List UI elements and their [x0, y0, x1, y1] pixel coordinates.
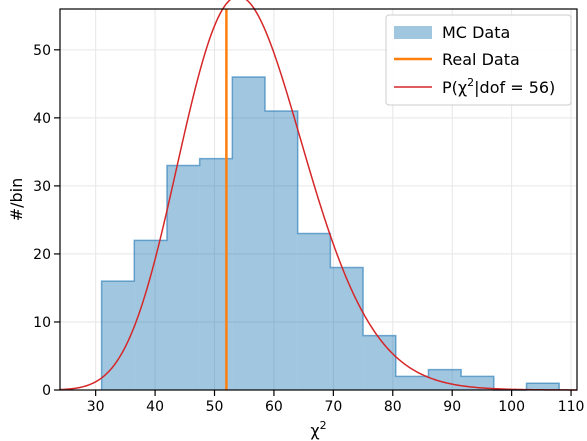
legend-mc-data-swatch — [394, 26, 432, 39]
histogram-bar — [232, 77, 266, 391]
histogram-outline — [100, 76, 560, 391]
chi-square-curve-layer — [59, 0, 577, 391]
histogram-bar — [363, 335, 396, 390]
y-axis-label: #/bin — [7, 178, 26, 222]
y-tick-label: 30 — [33, 179, 51, 195]
axis-ticks: 30 40 50 60 70 80 90 100 110 0 10 20 30 40 50 — [33, 43, 584, 415]
legend-real-data-label: Real Data — [442, 50, 520, 69]
x-axis-label: χ2 — [310, 419, 326, 440]
x-tick-label: 70 — [324, 399, 342, 415]
y-tick-label: 50 — [33, 43, 51, 59]
legend-curve-label: P(χ2|dof = 56) — [442, 76, 555, 97]
histogram-bar — [134, 240, 167, 390]
x-tick-label: 30 — [87, 399, 105, 415]
x-tick-label: 90 — [443, 399, 461, 415]
histogram-bar — [297, 233, 331, 390]
x-tick-label: 40 — [146, 399, 164, 415]
plot-frame — [59, 8, 578, 391]
histogram-bar — [101, 281, 135, 390]
legend-mc-data-label: MC Data — [442, 23, 510, 42]
y-tick-label: 20 — [33, 247, 51, 263]
histogram-bar — [526, 383, 560, 390]
y-tick-label: 40 — [33, 111, 51, 127]
histogram-bar — [265, 111, 298, 390]
x-tick-label: 110 — [558, 399, 585, 415]
histogram-bar — [330, 267, 364, 390]
x-tick-label: 80 — [384, 399, 402, 415]
x-tick-label: 100 — [498, 399, 525, 415]
histogram-bar — [395, 376, 429, 390]
legend: MC Data Real Data P(χ2|dof = 56) — [385, 14, 572, 106]
x-tick-label: 60 — [265, 399, 283, 415]
y-tick-label: 10 — [33, 315, 51, 331]
axis-labels: χ2 #/bin — [7, 178, 327, 440]
y-tick-label: 0 — [42, 383, 51, 399]
legend-box — [385, 14, 572, 106]
x-tick-label: 50 — [206, 399, 224, 415]
histogram-bar — [166, 165, 200, 390]
chi-square-curve — [59, 0, 577, 391]
